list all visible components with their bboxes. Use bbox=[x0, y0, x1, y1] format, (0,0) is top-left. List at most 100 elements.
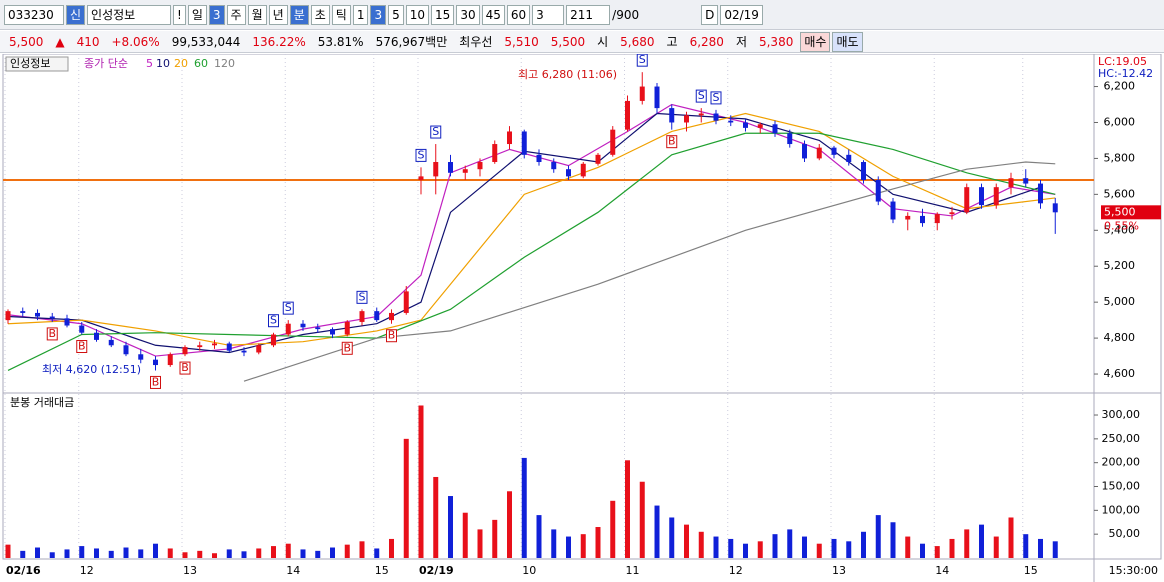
candle-body bbox=[861, 162, 866, 180]
high-label: 고 bbox=[666, 35, 678, 49]
signal-label: S bbox=[418, 148, 425, 161]
candle-body bbox=[138, 354, 144, 360]
candle-body bbox=[993, 187, 999, 206]
x-tick-label: 02/19 bbox=[419, 564, 454, 577]
volume-bar bbox=[920, 543, 925, 558]
candle-body bbox=[344, 321, 350, 335]
signal-marker bbox=[710, 91, 722, 105]
period-button[interactable]: 틱 bbox=[331, 4, 351, 25]
sell-button[interactable]: 매도 bbox=[832, 31, 863, 52]
signal-marker bbox=[386, 329, 397, 343]
candle-body bbox=[964, 187, 970, 213]
candle-body bbox=[241, 350, 247, 353]
period-button[interactable]: 년 bbox=[268, 4, 288, 25]
candle-body bbox=[772, 124, 778, 134]
minute-button[interactable]: 60 bbox=[506, 4, 531, 25]
volume-bar bbox=[1023, 534, 1029, 558]
candle-body bbox=[64, 318, 70, 326]
candle-body bbox=[197, 345, 203, 348]
period-button[interactable]: 월 bbox=[247, 4, 267, 25]
signal-label: S bbox=[270, 314, 277, 327]
period-button[interactable]: 초 bbox=[310, 4, 330, 25]
volume-bar bbox=[389, 538, 394, 558]
minute-button[interactable]: 1 bbox=[352, 4, 369, 25]
volume-bar bbox=[684, 524, 689, 558]
volume-tick-label: 100,00 bbox=[1102, 503, 1141, 516]
y-tick-label: 5,600 bbox=[1104, 187, 1136, 200]
candle-body bbox=[315, 327, 321, 330]
x-tick-label: 15 bbox=[1024, 564, 1038, 577]
candle-body bbox=[625, 100, 630, 130]
signal-label: S bbox=[432, 125, 439, 138]
candle-body bbox=[802, 144, 807, 159]
candle-body bbox=[389, 312, 394, 321]
period-button[interactable]: 주 bbox=[226, 4, 246, 25]
alert-button[interactable]: ! bbox=[173, 4, 186, 25]
volume-bar bbox=[934, 546, 940, 558]
volume-bar bbox=[772, 534, 778, 558]
x-tick-label: 13 bbox=[183, 564, 197, 577]
candle-body bbox=[890, 201, 896, 220]
volume-bar bbox=[448, 496, 453, 558]
legend-title: 인성정보 bbox=[10, 57, 50, 70]
candle-body bbox=[521, 131, 527, 155]
minute-button[interactable]: 5 bbox=[388, 4, 404, 25]
volume-bar bbox=[64, 549, 70, 558]
candle-body bbox=[226, 343, 232, 351]
period-button[interactable]: 분 bbox=[289, 4, 309, 25]
stock-code[interactable]: 033230 bbox=[4, 4, 64, 25]
quote-bar: 5,500 ▲ 410 +8.06% 99,533,044 136.22% 53.81% 57… bbox=[0, 31, 1164, 53]
volume-tick-label: 150,00 bbox=[1102, 480, 1141, 493]
signal-marker bbox=[282, 301, 294, 315]
signal-label: B bbox=[343, 341, 351, 354]
candle-body bbox=[1023, 178, 1029, 184]
rate: +8.06% bbox=[111, 34, 160, 49]
candle-body bbox=[905, 215, 911, 220]
candle-body bbox=[757, 124, 763, 128]
volume-bar bbox=[462, 512, 468, 558]
amount: 576,967백만 bbox=[375, 35, 448, 49]
volume-bar bbox=[403, 438, 409, 558]
minute-button[interactable]: 45 bbox=[481, 4, 505, 25]
signal-marker bbox=[76, 340, 88, 354]
stock-name[interactable]: 인성정보 bbox=[87, 4, 172, 25]
hc-label: HC:-12.42 bbox=[1098, 67, 1153, 80]
candle-body bbox=[49, 316, 55, 319]
volume-bar bbox=[433, 476, 439, 558]
minute-button[interactable]: 30 bbox=[456, 4, 480, 25]
volume-bar bbox=[507, 491, 512, 558]
time-label: 15:30:00 bbox=[1109, 564, 1158, 577]
minute-button[interactable]: 10 bbox=[405, 4, 430, 25]
moving-average bbox=[7, 112, 1056, 346]
volume-bar bbox=[595, 527, 601, 558]
volume-tick-label: 50,00 bbox=[1109, 527, 1141, 540]
best-label: 최우선 bbox=[459, 35, 493, 49]
volume-bar bbox=[949, 538, 955, 558]
volume-bar bbox=[212, 553, 217, 558]
interval-input[interactable]: 3 bbox=[532, 4, 565, 25]
volume-bar bbox=[816, 543, 822, 558]
buy-button[interactable]: 매수 bbox=[800, 31, 831, 52]
candle-body bbox=[1038, 183, 1043, 204]
day-count[interactable]: 3 bbox=[208, 4, 225, 25]
signal-label: S bbox=[639, 54, 646, 66]
minute-button[interactable]: 15 bbox=[431, 4, 455, 25]
signal-label: B bbox=[181, 361, 189, 374]
volume-bar bbox=[1052, 541, 1058, 558]
day-button[interactable]: 일 bbox=[187, 4, 207, 25]
volume-bar bbox=[890, 522, 896, 558]
volume-bar bbox=[138, 549, 144, 558]
moving-average bbox=[243, 161, 1056, 382]
volume-bar bbox=[5, 544, 11, 558]
date-input[interactable]: 02/19 bbox=[720, 4, 763, 25]
candle-body bbox=[403, 291, 409, 313]
y-tick-label: 5,400 bbox=[1104, 223, 1136, 236]
count-input[interactable]: 211 bbox=[566, 4, 611, 25]
minute-button[interactable]: 3 bbox=[370, 4, 387, 25]
candle-body bbox=[875, 179, 881, 202]
date-flag[interactable]: D bbox=[701, 4, 719, 25]
volume-bar bbox=[964, 529, 970, 558]
candle-body bbox=[108, 339, 114, 346]
signal-label: S bbox=[285, 301, 292, 314]
volume-bar bbox=[300, 549, 306, 558]
